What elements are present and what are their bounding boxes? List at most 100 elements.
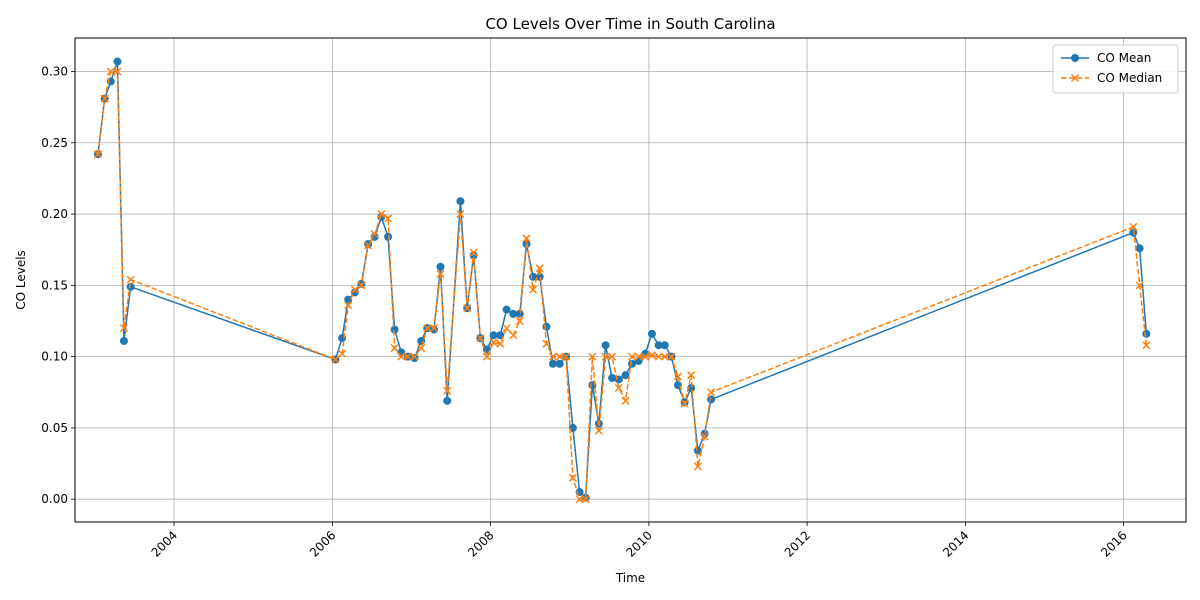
y-tick-label: 0.30 bbox=[41, 65, 68, 79]
data-point bbox=[338, 349, 347, 358]
data-point bbox=[707, 395, 716, 404]
data-point bbox=[667, 352, 676, 361]
data-point bbox=[502, 305, 511, 314]
data-point bbox=[601, 341, 610, 350]
data-point bbox=[456, 197, 465, 206]
data-point bbox=[1135, 281, 1144, 290]
data-point bbox=[673, 372, 682, 381]
data-point bbox=[489, 338, 498, 347]
data-point bbox=[1142, 341, 1151, 350]
x-axis-title: Time bbox=[615, 571, 645, 585]
data-point bbox=[515, 309, 524, 318]
series-line bbox=[97, 70, 1148, 500]
data-point bbox=[588, 352, 597, 361]
data-point bbox=[456, 210, 465, 219]
y-tick-label: 0.10 bbox=[41, 350, 68, 364]
data-point bbox=[344, 301, 353, 310]
data-point bbox=[535, 264, 544, 273]
data-point bbox=[680, 399, 689, 408]
data-point bbox=[126, 282, 135, 291]
data-point bbox=[621, 396, 630, 405]
data-point bbox=[469, 248, 478, 257]
y-tick-label: 0.25 bbox=[41, 136, 68, 150]
data-point bbox=[687, 383, 696, 392]
plot-frame bbox=[74, 37, 1187, 523]
data-point bbox=[509, 309, 518, 318]
data-point bbox=[647, 329, 656, 338]
data-point bbox=[113, 67, 122, 76]
data-point bbox=[509, 331, 518, 340]
data-point bbox=[430, 325, 438, 334]
data-point bbox=[548, 352, 557, 361]
data-point bbox=[654, 352, 663, 361]
data-point bbox=[390, 344, 399, 353]
data-point bbox=[443, 386, 452, 395]
data-point bbox=[562, 352, 571, 361]
data-point bbox=[548, 359, 557, 368]
data-point bbox=[555, 359, 564, 368]
data-point bbox=[641, 352, 650, 361]
data-point bbox=[410, 352, 419, 361]
data-point bbox=[403, 352, 412, 361]
data-point bbox=[634, 352, 643, 361]
data-point bbox=[113, 57, 122, 66]
data-point bbox=[417, 344, 426, 353]
data-point bbox=[489, 331, 498, 340]
data-point bbox=[1129, 222, 1138, 231]
data-point bbox=[119, 324, 128, 333]
chart-title: CO Levels Over Time in South Carolina bbox=[485, 15, 775, 33]
legend-median-label: CO Median bbox=[1097, 71, 1162, 85]
data-point bbox=[390, 325, 399, 334]
data-point bbox=[542, 339, 551, 348]
data-point bbox=[463, 304, 472, 313]
data-point bbox=[693, 462, 702, 471]
data-point bbox=[344, 295, 353, 304]
data-point bbox=[687, 371, 696, 380]
data-point bbox=[515, 316, 524, 326]
y-tick-label: 0.15 bbox=[41, 278, 68, 292]
y-tick-label: 0.00 bbox=[41, 492, 68, 506]
data-point bbox=[429, 324, 439, 333]
y-tick-label: 0.20 bbox=[41, 207, 68, 221]
legend-mean-label: CO Mean bbox=[1097, 51, 1151, 65]
data-point bbox=[397, 352, 406, 361]
data-point bbox=[647, 351, 656, 360]
data-point bbox=[621, 371, 630, 380]
legend-box bbox=[1052, 44, 1179, 94]
data-point bbox=[384, 232, 393, 241]
data-point bbox=[100, 94, 109, 103]
series-layer bbox=[93, 57, 1151, 504]
data-point bbox=[436, 269, 445, 278]
data-point bbox=[594, 426, 603, 435]
data-point bbox=[528, 285, 538, 294]
data-point bbox=[700, 432, 709, 441]
data-point bbox=[502, 324, 511, 333]
data-point bbox=[443, 396, 452, 405]
data-point bbox=[608, 352, 617, 361]
data-point bbox=[542, 322, 551, 331]
data-point bbox=[93, 150, 102, 159]
data-point bbox=[126, 275, 135, 284]
data-point bbox=[608, 374, 617, 383]
data-point bbox=[660, 341, 669, 350]
data-point bbox=[1142, 329, 1151, 338]
data-point bbox=[707, 388, 716, 397]
y-axis: 0.00 0.05 0.10 0.15 0.20 0.25 0.30 bbox=[41, 65, 75, 506]
data-point bbox=[476, 334, 485, 343]
data-point bbox=[350, 288, 359, 297]
legend-median-marker bbox=[1070, 73, 1080, 83]
data-point bbox=[496, 339, 505, 348]
data-point bbox=[660, 352, 669, 361]
legend-mean-marker bbox=[1071, 54, 1079, 62]
data-point bbox=[634, 356, 643, 365]
data-point bbox=[614, 383, 623, 393]
data-point bbox=[627, 352, 637, 361]
y-tick-label: 0.05 bbox=[41, 421, 68, 435]
data-point bbox=[370, 229, 379, 239]
data-point bbox=[482, 352, 491, 361]
data-point bbox=[410, 354, 419, 363]
grid-lines bbox=[75, 38, 1186, 522]
data-point bbox=[331, 355, 340, 364]
